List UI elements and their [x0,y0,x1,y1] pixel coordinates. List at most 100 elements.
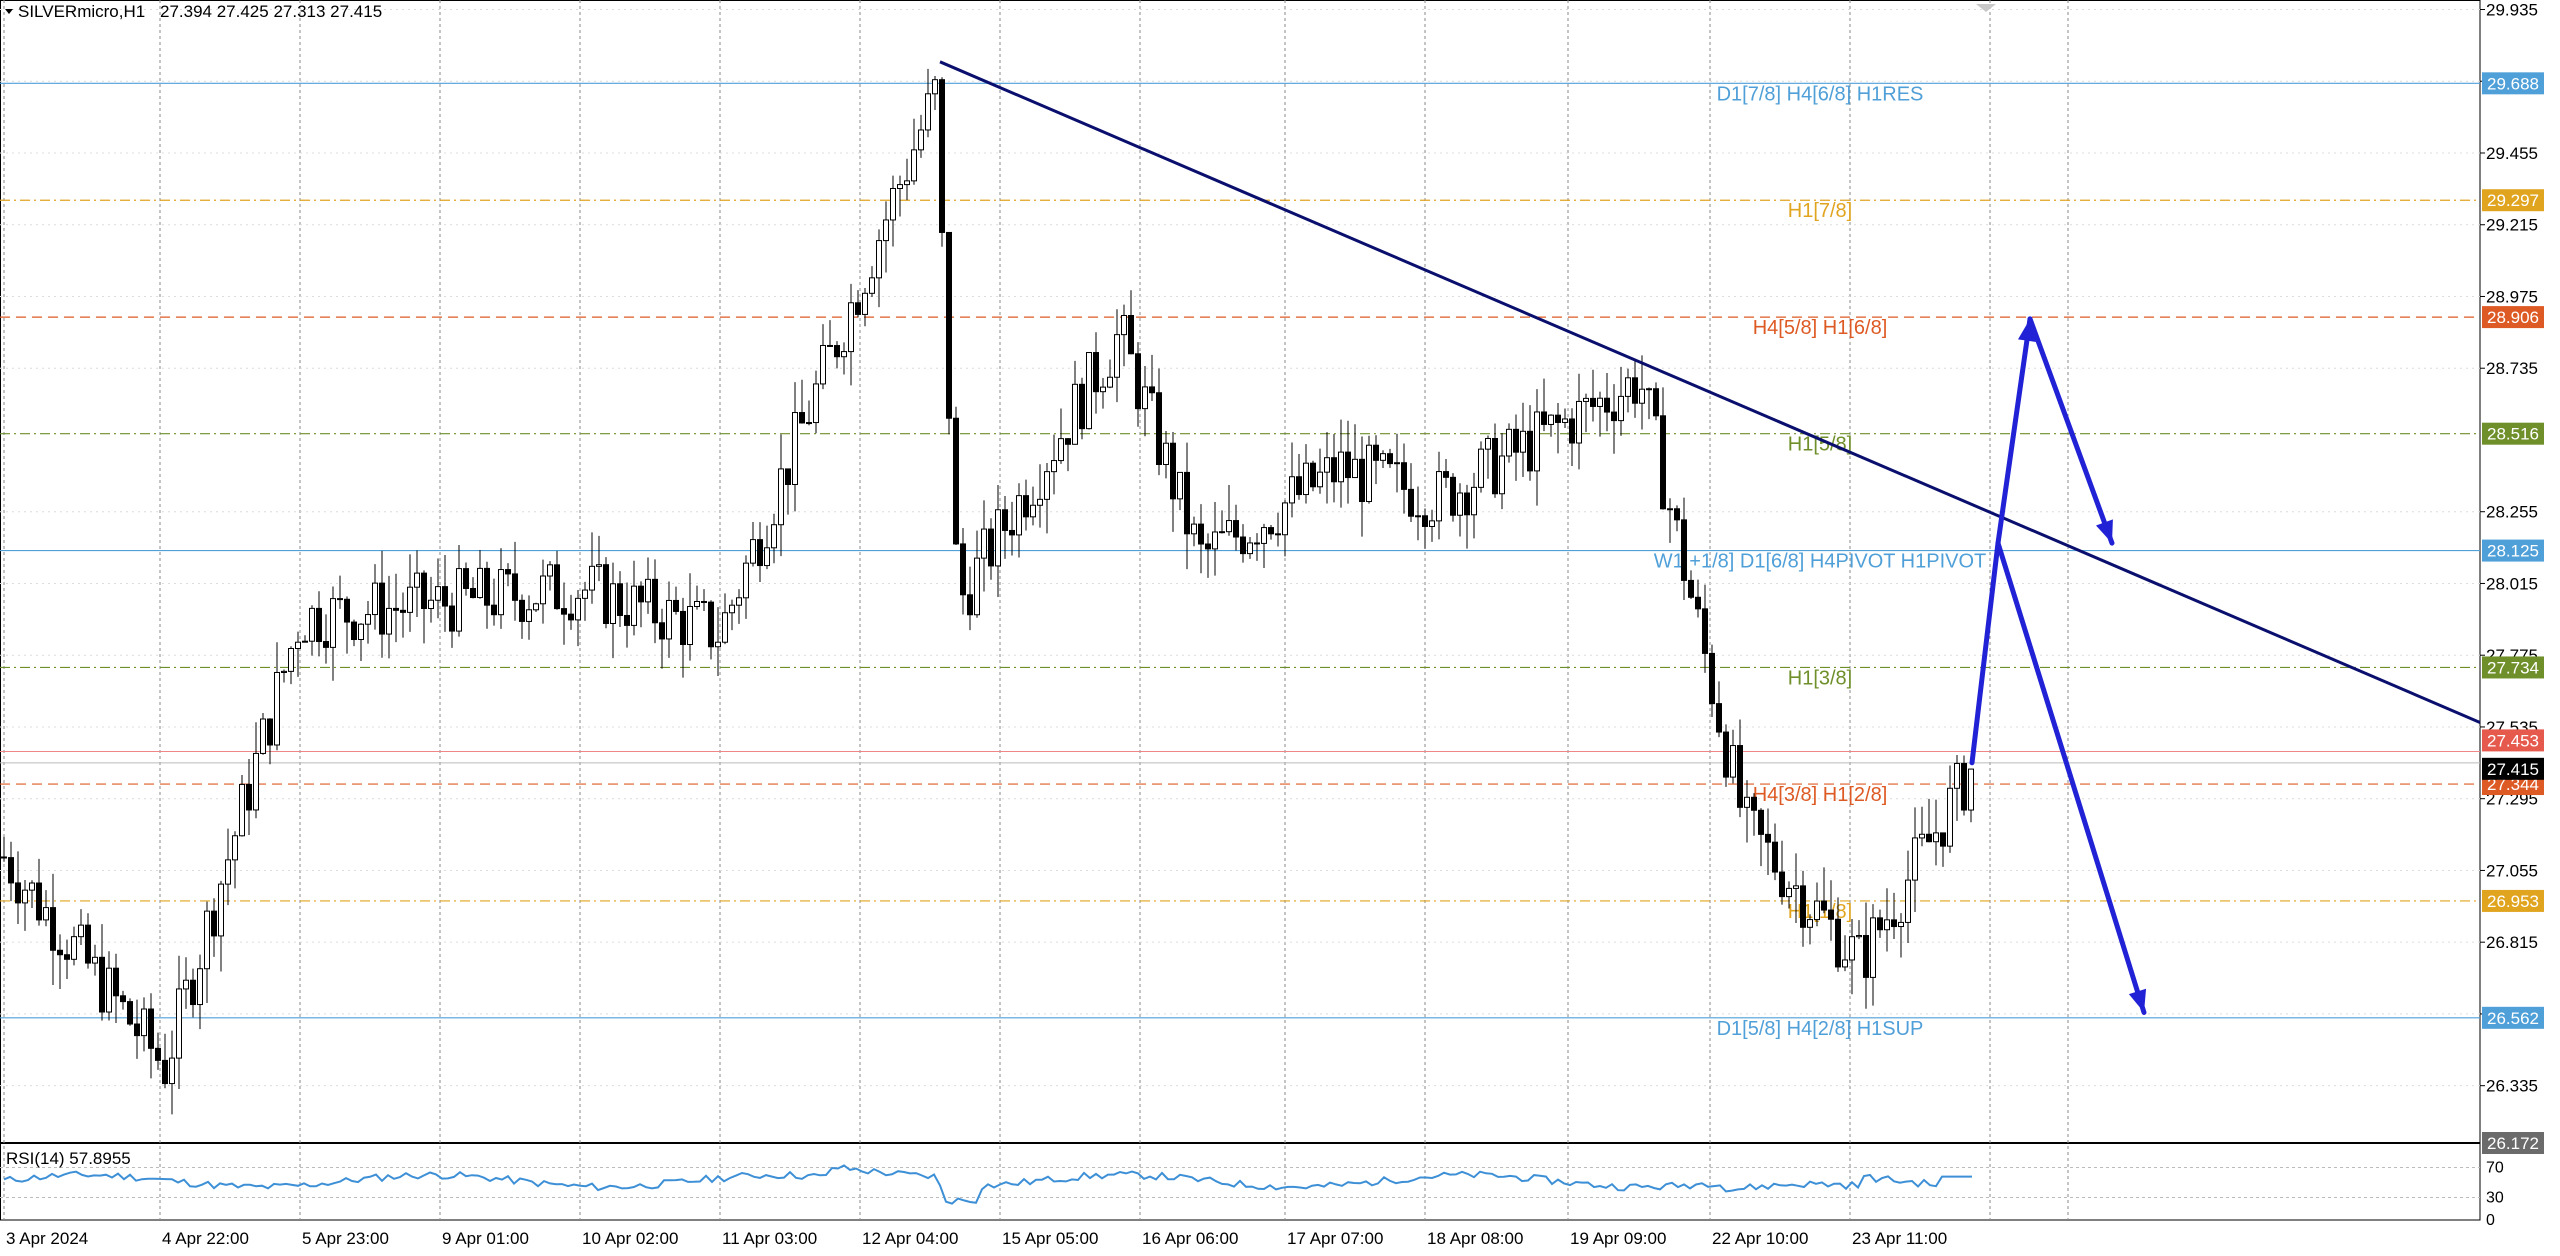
candle-body [1968,768,1974,811]
candle-body [1807,919,1813,928]
candle-body [1681,519,1687,581]
candle-body [1688,579,1694,598]
candle-body [92,956,98,964]
current-price-badge: 27.415 [2487,760,2539,779]
candle-body [953,417,959,545]
candle-body [778,468,784,526]
candle-body [512,573,518,601]
candle-body [8,857,14,884]
candle-body [1898,921,1904,928]
chart-shift-icon[interactable] [1976,4,1996,12]
candle-body [1079,383,1085,430]
candle-body [1527,430,1533,472]
candle-body [379,582,385,635]
candle-body [1,856,7,859]
level-label: H1[5/8] [1788,434,1852,456]
candle-body [274,671,280,746]
candle-body [554,564,560,610]
candle-body [1562,418,1568,423]
symbol-label: SILVERmicro,H1 [18,2,145,21]
candle-body [1940,832,1946,847]
candle-body [589,565,595,591]
candle-body [1597,397,1603,407]
candle-body [736,597,742,606]
candle-body [120,995,126,1003]
candle-body [71,936,77,960]
projection-arrow-down-head [2128,988,2147,1013]
rsi-axis-label: 30 [2486,1190,2504,1207]
candle-body [547,564,553,577]
collapse-triangle-icon[interactable] [5,9,13,14]
projection-leg-up [1969,540,2001,766]
level-badge: 27.734 [2487,658,2539,677]
candle-body [1800,885,1806,928]
candle-body [267,718,273,746]
candle-body [1737,745,1743,808]
candle-body [708,601,714,648]
projection-arrow-up [1995,316,2033,546]
candle-body [715,641,721,648]
candle-body [1317,471,1323,488]
candle-body [1464,492,1470,516]
candle-body [1219,531,1225,534]
candle-body [806,422,812,425]
candle-body [1583,397,1589,402]
candle-body [1835,918,1841,968]
time-axis-label: 15 Apr 05:00 [1002,1229,1098,1248]
candle-body [288,647,294,672]
candle-body [351,621,357,641]
level-label: H1[3/8] [1788,667,1852,689]
level-badge: 28.516 [2487,425,2539,444]
candle-body [78,924,84,938]
candle-body [575,597,581,621]
candle-body [820,344,826,385]
candle-body [827,344,833,347]
candle-body [1408,488,1414,517]
candle-body [1380,453,1386,461]
candle-body [967,594,973,616]
projection-arrow-pullback-head [2095,519,2113,544]
candle-body [1345,451,1351,479]
trendline-layer [939,60,2481,1015]
candle-body [1772,841,1778,873]
candle-body [1618,395,1624,422]
candle-body [1058,438,1064,462]
candle-body [134,1023,140,1037]
candle-body [1093,352,1099,393]
candle-body [106,967,112,1013]
candle-body [281,670,287,673]
candle-body [1170,442,1176,500]
candle-body [456,568,462,632]
ohlc-values: 27.394 27.425 27.313 27.415 [160,2,382,21]
candle-body [1821,900,1827,911]
candle-body [484,567,490,606]
candle-body [260,718,266,754]
candle-body [1401,462,1407,490]
candle-body [1548,414,1554,425]
candle-body [526,609,532,622]
candle-body [176,988,182,1059]
candle-body [1660,415,1666,510]
candles-layer [1,68,1974,1115]
candle-body [1576,400,1582,444]
candle-body [1436,471,1442,522]
rsi-axis-label: 70 [2486,1160,2504,1177]
price-axis-label: 29.455 [2486,144,2538,163]
candle-body [29,882,35,891]
time-axis-label: 9 Apr 01:00 [442,1229,529,1248]
candle-body [1359,458,1365,503]
candle-body [799,412,805,424]
candle-body [1793,885,1799,889]
candle-body [141,1008,147,1037]
candle-body [1499,455,1505,495]
ask-badge: 27.453 [2487,731,2539,750]
candle-body [218,883,224,937]
candle-body [1002,509,1008,531]
candle-body [631,585,637,626]
candle-body [1863,935,1869,978]
candle-body [1044,471,1050,500]
candle-body [1226,520,1232,533]
level-label: D1[5/8] H4[2/8] H1SUP [1717,1018,1924,1040]
